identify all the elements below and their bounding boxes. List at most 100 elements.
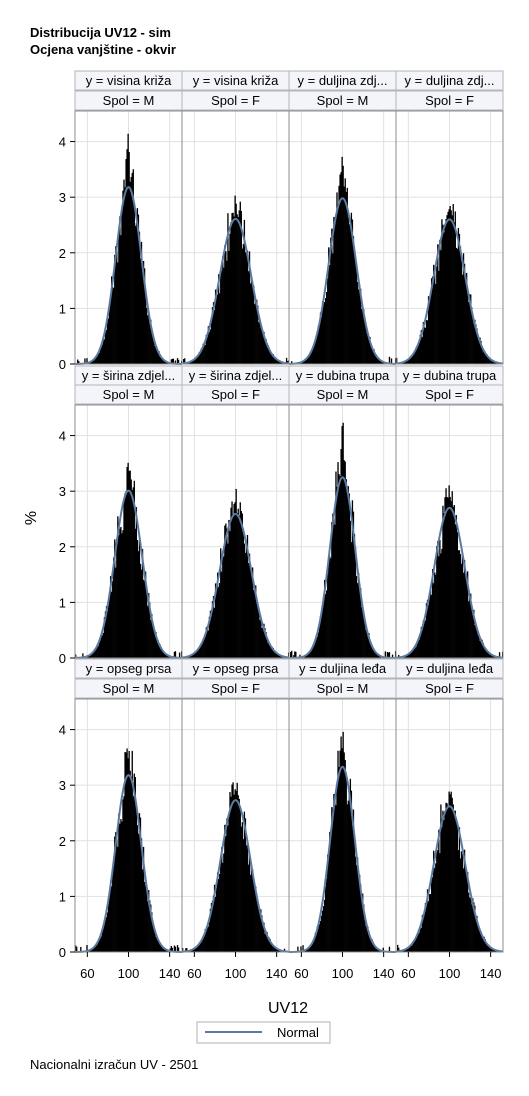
histogram-bar bbox=[413, 939, 415, 952]
histogram-bar bbox=[455, 247, 458, 364]
histogram-bar bbox=[404, 361, 406, 364]
histogram-bar bbox=[145, 590, 148, 658]
histogram-bar bbox=[139, 258, 142, 364]
histogram-bar bbox=[359, 884, 362, 952]
histogram-bar bbox=[227, 543, 229, 658]
histogram-bars bbox=[75, 462, 183, 658]
histogram-bar bbox=[231, 213, 233, 364]
histogram-bar bbox=[463, 849, 466, 952]
histogram-bar bbox=[291, 361, 293, 364]
histogram-bar bbox=[454, 810, 456, 952]
histogram-bar bbox=[362, 605, 364, 658]
histogram-bar bbox=[304, 655, 306, 658]
histogram-bar bbox=[133, 773, 135, 952]
histogram-bar bbox=[322, 595, 325, 658]
histogram-bar bbox=[426, 320, 429, 364]
histogram-bar bbox=[267, 643, 269, 658]
histogram-bar bbox=[101, 344, 104, 364]
x-axis-title: UV12 bbox=[268, 1000, 308, 1017]
histogram-bar bbox=[261, 326, 263, 364]
histogram-bar bbox=[369, 642, 371, 658]
histogram-bar bbox=[204, 929, 206, 952]
histogram-bar bbox=[353, 841, 356, 952]
histogram-bar bbox=[454, 211, 456, 364]
histogram-bar bbox=[484, 939, 486, 952]
histogram-bar bbox=[337, 462, 339, 658]
histogram-bar bbox=[354, 260, 357, 364]
histogram-bar bbox=[332, 513, 334, 658]
histogram-bar bbox=[213, 309, 216, 364]
histogram-bar bbox=[277, 360, 280, 364]
normal-curve bbox=[395, 805, 504, 953]
histogram-bar bbox=[230, 507, 232, 658]
histogram-bar bbox=[142, 579, 145, 658]
panel-2-0: y = opseg prsa Spol = M bbox=[74, 658, 183, 953]
histogram-bar bbox=[489, 653, 491, 658]
histogram-bar bbox=[461, 556, 464, 658]
histogram-bar bbox=[440, 553, 442, 658]
histogram-bar bbox=[203, 935, 205, 952]
histogram-bar bbox=[214, 289, 217, 364]
histogram-bar bbox=[115, 246, 117, 364]
histogram-bar bbox=[124, 752, 126, 952]
histogram-bar bbox=[366, 925, 368, 952]
histogram-bar bbox=[245, 251, 248, 364]
histogram-bar bbox=[86, 358, 88, 364]
histogram-bar bbox=[419, 927, 421, 952]
histogram-bar bbox=[119, 823, 121, 952]
histogram-bar bbox=[98, 640, 100, 658]
histogram-bar bbox=[231, 784, 233, 952]
histogram-bar bbox=[130, 176, 132, 364]
histogram-bar bbox=[422, 914, 425, 952]
normal-curve bbox=[74, 489, 183, 659]
histogram-bar bbox=[157, 940, 159, 952]
histogram-bar bbox=[308, 652, 310, 658]
histogram-bar bbox=[220, 272, 222, 364]
histogram-bar bbox=[274, 357, 276, 364]
histogram-bar bbox=[237, 508, 239, 658]
histogram-bar bbox=[320, 915, 323, 952]
histogram-bar bbox=[456, 248, 459, 364]
histogram-bar bbox=[327, 573, 329, 658]
histogram-bar bbox=[342, 422, 344, 658]
histogram-bar bbox=[272, 648, 274, 658]
histogram-bar bbox=[265, 930, 267, 952]
normal-curve bbox=[288, 197, 397, 365]
histogram-bar bbox=[362, 893, 364, 952]
histogram-bar bbox=[377, 358, 379, 364]
histogram-bar bbox=[150, 619, 152, 658]
histogram-bar bbox=[302, 945, 304, 952]
histogram-bar bbox=[341, 748, 343, 952]
histogram-bar bbox=[243, 811, 246, 952]
histogram-bar bbox=[433, 850, 435, 952]
histogram-bar bbox=[453, 810, 455, 952]
histogram-bar bbox=[447, 211, 449, 364]
histogram-bar bbox=[260, 328, 262, 364]
panel-0-2: y = duljina zdj... Spol = M bbox=[288, 70, 397, 365]
histogram-bar bbox=[422, 321, 425, 364]
panel-0-0: y = visina križa Spol = M bbox=[74, 70, 183, 365]
histogram-bar bbox=[442, 224, 444, 364]
histogram-bar bbox=[345, 479, 347, 658]
histogram-bar bbox=[95, 648, 97, 658]
histogram-bar bbox=[241, 248, 244, 364]
histogram-bar bbox=[190, 361, 192, 364]
histogram-bar bbox=[321, 910, 324, 952]
histogram-bar bbox=[329, 831, 331, 952]
histogram-bar bbox=[318, 623, 321, 658]
normal-curve bbox=[181, 217, 290, 365]
histogram-bar bbox=[97, 353, 99, 364]
histogram-bar bbox=[357, 289, 360, 364]
histogram-bar bbox=[161, 358, 163, 364]
histogram-bar bbox=[129, 470, 131, 658]
histogram-bar bbox=[212, 302, 215, 364]
histogram-bar bbox=[449, 496, 451, 658]
histogram-bar bbox=[388, 946, 391, 952]
histogram-bar bbox=[310, 943, 312, 952]
histogram-bar bbox=[195, 946, 197, 952]
histogram-bar bbox=[405, 655, 407, 658]
histogram-bar bbox=[93, 649, 95, 658]
histogram-bar bbox=[132, 796, 134, 952]
histogram-bar bbox=[432, 877, 434, 952]
histogram-bar bbox=[371, 348, 373, 364]
